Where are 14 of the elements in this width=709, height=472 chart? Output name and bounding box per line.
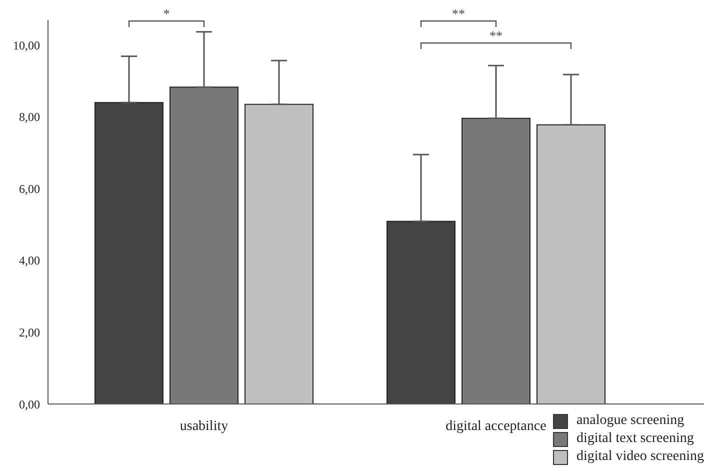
annotation: * <box>163 6 170 21</box>
y-tick-label: 4,00 <box>19 254 40 268</box>
y-tick-label: 10,00 <box>13 38 40 52</box>
legend-label: digital video screening <box>576 449 704 465</box>
x-tick-label: digital acceptance <box>446 418 546 434</box>
y-tick-label: 2,00 <box>19 325 40 340</box>
legend-label: digital text screening <box>576 431 694 447</box>
annotation: ** <box>452 6 465 21</box>
legend-label: analogue screening <box>576 413 684 429</box>
y-tick-label: 8,00 <box>19 110 40 124</box>
y-tick-label: 0,00 <box>19 397 40 412</box>
x-tick-label: usability <box>180 418 228 434</box>
y-tick-label: 6,00 <box>19 182 40 196</box>
annotation: ** <box>490 28 502 43</box>
